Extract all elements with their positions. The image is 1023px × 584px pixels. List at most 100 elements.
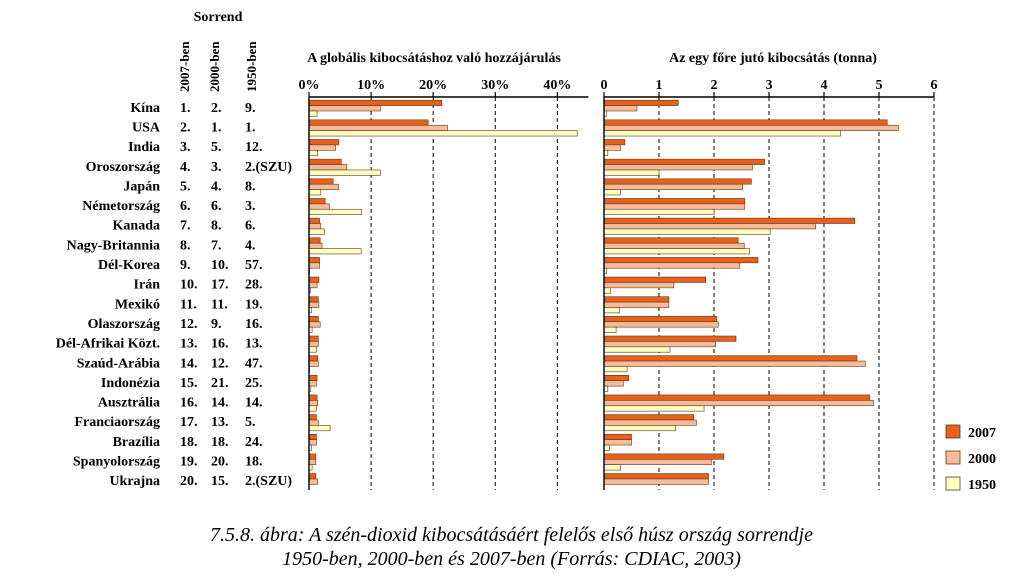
rank-2007: 14.	[180, 356, 198, 371]
bar-2007	[603, 119, 888, 126]
rank-2000: 20.	[211, 455, 229, 470]
bar-2007	[308, 394, 318, 401]
bar-2000	[308, 124, 448, 131]
rank-col-header-2007: 2007-ben	[177, 41, 192, 92]
rank-2007: 9.	[180, 258, 191, 273]
chart-left-title: A globális kibocsátáshoz való hozzájárul…	[307, 51, 561, 66]
global-share-chart: 0% 10% 20% 30% 40%	[299, 78, 589, 490]
bar-2000	[308, 439, 317, 446]
bar-2007	[603, 414, 694, 421]
country-label: USA	[132, 120, 161, 135]
bar-2000	[603, 478, 709, 485]
rank-2007: 19.	[180, 455, 198, 470]
bar-2007	[308, 237, 321, 244]
bar-2007	[603, 158, 765, 165]
bar-2007	[308, 139, 340, 146]
x-tick-label: 5	[876, 78, 883, 93]
rank-2000: 4.	[211, 179, 222, 194]
country-label: Irán	[134, 278, 161, 293]
x-tick-label: 4	[821, 78, 828, 93]
rank-2000: 11.	[211, 297, 228, 312]
bar-2000	[603, 439, 632, 446]
rank-1950: 12.	[245, 140, 263, 155]
rank-2007: 11.	[180, 297, 197, 312]
rank-1950: 1.	[245, 120, 256, 135]
country-label: Brazília	[113, 435, 160, 450]
bar-1950	[308, 346, 317, 353]
bar-2007	[603, 276, 707, 283]
rank-1950: 6.	[245, 219, 256, 234]
bar-1950	[308, 405, 317, 412]
rank-2000: 14.	[211, 396, 229, 411]
rank-2000: 3.	[211, 160, 222, 175]
rank-2000: 16.	[211, 337, 229, 352]
bar-1950	[603, 307, 620, 314]
bar-2007	[603, 316, 718, 323]
bar-2007	[603, 237, 739, 244]
bar-1950	[308, 110, 318, 117]
bar-1950	[603, 228, 771, 235]
bar-2000	[308, 478, 318, 485]
chart-right-title: Az egy főre jutó kibocsátás (tonna)	[669, 51, 877, 66]
bar-1950	[603, 189, 621, 196]
rank-2007: 15.	[180, 376, 198, 391]
caption-line-2: 1950-ben, 2000-ben és 2007-ben (Forrás: …	[282, 548, 741, 570]
bar-1950	[603, 287, 611, 294]
country-label: Japán	[123, 179, 160, 194]
rank-1950: 28.	[245, 278, 263, 293]
x-tick-label: 30%	[481, 78, 509, 93]
x-tick-label: 2	[711, 78, 718, 93]
bar-1950	[603, 366, 628, 373]
bar-2007	[603, 355, 858, 362]
rank-2000: 12.	[211, 356, 229, 371]
bar-1950	[603, 405, 705, 412]
bar-2000	[308, 301, 320, 308]
rank-col-header-2000: 2000-ben	[207, 41, 222, 92]
bar-2000	[308, 164, 348, 171]
bar-2000	[308, 242, 323, 249]
order-title: Sorrend	[194, 10, 243, 25]
bar-2007	[603, 217, 856, 224]
x-tick-label: 3	[766, 78, 773, 93]
rank-2000: 9.	[211, 317, 222, 332]
rank-1950: 13.	[245, 337, 263, 352]
bar-2007	[603, 453, 725, 460]
bar-2007	[308, 374, 318, 381]
rank-2000: 6.	[211, 199, 222, 214]
rank-2007: 18.	[180, 435, 198, 450]
rank-1950: 2.(SZU)	[245, 160, 292, 175]
bar-2000	[603, 341, 716, 348]
bar-1950	[308, 248, 362, 255]
bar-2007	[308, 198, 326, 205]
country-label: Szaúd-Arábia	[77, 356, 160, 371]
bar-2000	[308, 458, 317, 465]
country-label: Franciaország	[74, 415, 160, 430]
rank-2000: 21.	[211, 376, 229, 391]
rank-col-header-1950: 1950-ben	[244, 41, 259, 92]
bar-2007	[308, 178, 334, 185]
country-label: Kína	[130, 101, 160, 116]
bar-2007	[308, 453, 317, 460]
bar-2000	[308, 183, 340, 190]
bar-2000	[603, 458, 712, 465]
bar-2000	[308, 360, 319, 367]
per-capita-chart: 0 1 2 3 4 5 6	[601, 78, 938, 490]
rank-2007: 20.	[180, 474, 198, 489]
rank-2000: 15.	[211, 474, 229, 489]
rank-2000: 1.	[211, 120, 222, 135]
bar-1950	[603, 130, 841, 137]
bar-2007	[308, 99, 443, 106]
bar-2007	[308, 276, 320, 283]
rank-2007: 13.	[180, 337, 198, 352]
bar-2000	[603, 223, 817, 230]
legend-label-2000: 2000	[968, 452, 996, 467]
bar-2000	[603, 321, 719, 328]
bar-2000	[308, 380, 317, 387]
bar-2000	[308, 203, 330, 210]
bar-2000	[603, 183, 743, 190]
bar-2000	[308, 282, 318, 289]
bar-2007	[308, 119, 429, 126]
rank-1950: 8.	[245, 179, 256, 194]
rank-2007: 8.	[180, 238, 191, 253]
